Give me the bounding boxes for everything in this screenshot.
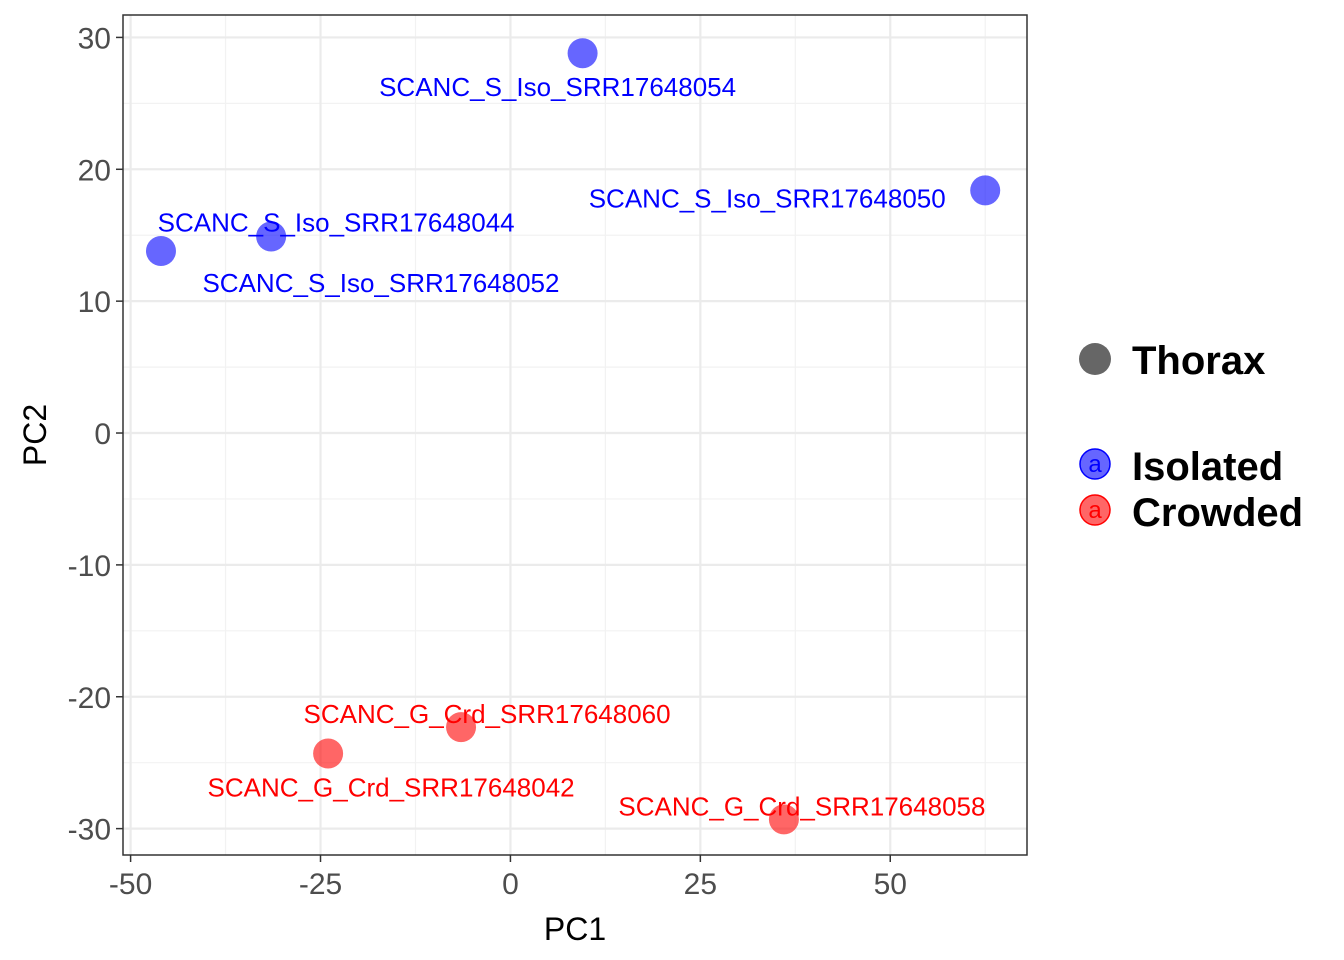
x-tick-label: 0: [502, 868, 519, 901]
x-tick-label: -25: [299, 868, 342, 901]
legend: Thorax a Isolated a Crowded: [1079, 339, 1303, 535]
y-tick-label: -30: [68, 814, 111, 847]
x-tick-label: -50: [109, 868, 152, 901]
point-label: SCANC_G_Crd_SRR17648060: [304, 699, 671, 729]
y-tick-label: 20: [78, 154, 111, 187]
point-label: SCANC_G_Crd_SRR17648058: [618, 791, 985, 821]
x-tick-label: 25: [684, 868, 717, 901]
point-label: SCANC_G_Crd_SRR17648042: [208, 772, 575, 802]
point-label: SCANC_S_Iso_SRR17648052: [202, 268, 559, 298]
data-point: [970, 175, 1001, 206]
y-tick-label: 30: [78, 22, 111, 55]
legend-shape-title: Thorax: [1132, 339, 1265, 383]
data-point: [567, 38, 598, 69]
data-points: [145, 38, 1001, 835]
point-label: SCANC_S_Iso_SRR17648044: [158, 208, 515, 238]
legend-key-crowded: [1079, 494, 1111, 526]
plot-panel-background: [123, 15, 1027, 855]
y-tick-label: 10: [78, 286, 111, 319]
data-point: [256, 221, 287, 252]
legend-label-isolated: Isolated: [1132, 445, 1283, 489]
point-labels: SCANC_S_Iso_SRR17648054 SCANC_S_Iso_SRR17…: [158, 72, 986, 821]
x-tick-label: 50: [874, 868, 907, 901]
plot-panel-border: [122, 14, 1028, 856]
y-tick-label: 0: [94, 418, 111, 451]
data-point: [145, 236, 176, 267]
point-label: SCANC_S_Iso_SRR17648050: [589, 183, 946, 213]
data-point: [313, 738, 344, 769]
point-label: SCANC_S_Iso_SRR17648054: [379, 72, 736, 102]
legend-shape-key: [1079, 343, 1111, 375]
legend-key-isolated-glyph: a: [1088, 451, 1102, 478]
y-tick-label: -10: [68, 550, 111, 583]
major-gridlines: [123, 15, 1027, 855]
x-axis: -50 -25 0 25 50: [109, 855, 907, 901]
legend-key-crowded-glyph: a: [1088, 497, 1102, 524]
y-axis-title: PC2: [17, 404, 53, 466]
minor-gridlines: [123, 15, 1027, 855]
x-axis-title: PC1: [544, 911, 606, 947]
y-axis: -30 -20 -10 0 10 20 30: [68, 22, 123, 847]
y-tick-label: -20: [68, 682, 111, 715]
legend-key-isolated: [1079, 448, 1111, 480]
data-point: [768, 804, 799, 835]
legend-label-crowded: Crowded: [1132, 491, 1303, 535]
data-point: [446, 712, 477, 743]
